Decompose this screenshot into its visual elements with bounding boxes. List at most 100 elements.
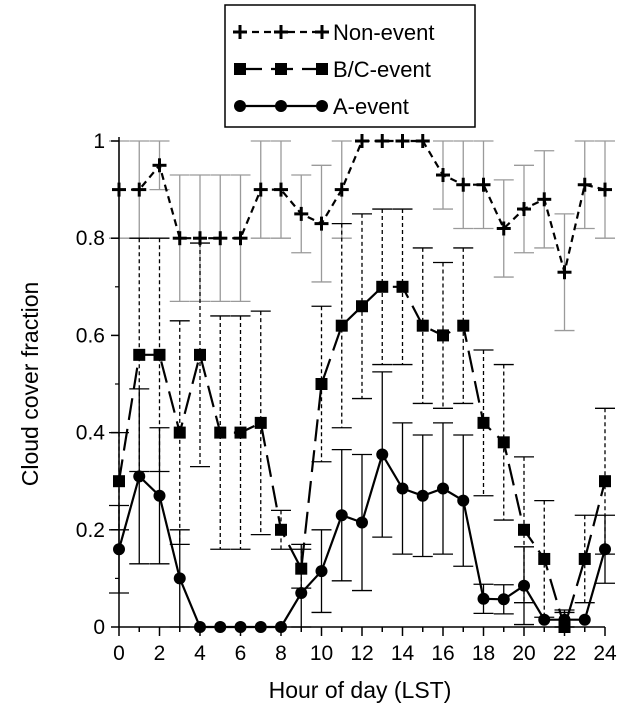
legend-b-c-event-label: B/C-event [333, 57, 431, 82]
b-c-event-point-15 [416, 319, 429, 332]
non-event-point-1 [132, 182, 147, 197]
legend-a-event-marker-0 [234, 100, 246, 112]
non-event-point-9 [294, 206, 309, 221]
b-c-event-point-24 [599, 475, 611, 488]
non-event-point-6 [233, 231, 248, 246]
b-c-event-point-2 [153, 348, 166, 361]
x-tick-label-2: 4 [194, 642, 206, 665]
x-tick-label-4: 8 [275, 642, 287, 665]
a-event-point-24 [599, 543, 611, 556]
b-c-event-point-9 [295, 562, 308, 575]
b-c-event-point-13 [376, 280, 389, 293]
b-c-event-point-12 [356, 300, 368, 313]
a-event-point-2 [153, 489, 166, 502]
b-c-event-point-16 [437, 329, 449, 342]
b-c-event-point-3 [173, 426, 186, 439]
b-c-event-point-18 [477, 416, 490, 429]
a-event-point-19 [497, 593, 510, 606]
a-event-point-23 [578, 613, 591, 626]
non-event-point-10 [314, 216, 329, 231]
x-tick-label-9: 18 [472, 642, 495, 665]
non-event-point-23 [577, 177, 592, 192]
non-event-point-22 [557, 265, 572, 280]
b-c-event-point-21 [538, 552, 551, 565]
legend: Non-event B/C-event A-event [224, 4, 476, 128]
non-event-point-15 [415, 134, 430, 148]
b-c-event-point-8 [275, 523, 287, 536]
a-event-point-1 [133, 470, 146, 483]
legend-a-event-marker-1 [275, 100, 287, 112]
legend-non-event-marker-0 [233, 25, 247, 39]
legend-non-event-marker-2 [315, 25, 329, 39]
legend-b-c-event-marker-0 [234, 63, 246, 75]
non-event-point-17 [456, 177, 471, 192]
legend-b-c-event-marker-1 [275, 63, 287, 75]
a-event-point-22 [558, 613, 571, 626]
y-axis-title: Cloud cover fraction [17, 282, 43, 487]
b-c-event-error-bar-11 [331, 222, 352, 429]
non-event-point-4 [193, 231, 207, 246]
x-tick-label-12: 24 [593, 642, 617, 665]
b-c-event-error-bar-6 [230, 315, 251, 550]
y-tick-label-4: 0.8 [76, 227, 105, 250]
a-event-point-15 [416, 489, 429, 502]
x-tick-label-11: 22 [553, 642, 576, 665]
a-event-point-11 [335, 509, 348, 522]
non-event-point-20 [517, 202, 531, 217]
legend-a-event-label: A-event [333, 94, 409, 119]
y-tick-label-0: 0 [93, 616, 105, 639]
legend-non-event-label: Non-event [333, 20, 435, 45]
b-c-event-error-bar-8 [271, 509, 291, 550]
non-event-point-12 [355, 134, 369, 148]
x-axis-title: Hour of day (LST) [269, 677, 452, 703]
non-event-point-5 [213, 231, 228, 246]
y-tick-label-3: 0.6 [76, 324, 105, 347]
non-event-point-24 [598, 182, 612, 197]
a-event-point-9 [295, 586, 308, 599]
markers-layer [112, 134, 612, 633]
legend-a-event-marker-2 [316, 100, 328, 112]
b-c-event-point-4 [194, 348, 206, 361]
a-event-point-21 [538, 613, 551, 626]
legend-b-c-event-marker-2 [316, 63, 328, 75]
b-c-event-point-20 [518, 523, 530, 536]
x-tick-label-1: 2 [154, 642, 166, 665]
a-event-point-12 [356, 516, 368, 529]
a-event-point-16 [437, 482, 449, 495]
b-c-event-point-6 [234, 426, 247, 439]
y-tick-label-5: 1 [93, 130, 105, 153]
a-event-point-18 [477, 592, 490, 605]
b-c-event-error-bar-5 [210, 315, 231, 550]
non-event-point-13 [375, 134, 390, 148]
non-event-point-19 [496, 221, 511, 236]
non-event-point-11 [334, 182, 349, 197]
non-event-point-3 [172, 231, 187, 246]
a-event-point-13 [376, 448, 389, 461]
non-event-point-2 [152, 158, 167, 173]
x-tick-label-3: 6 [235, 642, 247, 665]
non-event-point-21 [537, 192, 552, 207]
non-event-point-8 [274, 182, 288, 197]
x-tick-label-5: 10 [310, 642, 333, 665]
b-c-event-point-7 [254, 416, 267, 429]
x-tick-label-7: 14 [391, 642, 415, 665]
b-c-event-point-10 [315, 378, 328, 390]
non-event-point-16 [436, 168, 450, 183]
b-c-event-point-14 [396, 280, 409, 293]
x-tick-label-6: 12 [350, 642, 373, 665]
axes-layer: 00.20.40.60.810 2 4 6 8 10 12 14 16 18 20 22 24 [76, 130, 617, 665]
non-event-point-7 [253, 182, 268, 197]
y-tick-label-2: 0.4 [76, 422, 106, 445]
b-c-event-point-11 [335, 319, 348, 332]
non-event-point-14 [395, 134, 410, 148]
b-c-event-error-bar-7 [250, 310, 271, 536]
a-event-point-10 [315, 565, 328, 578]
non-event-point-18 [476, 177, 491, 192]
x-tick-label-0: 0 [113, 642, 125, 665]
a-event-point-17 [457, 494, 470, 507]
a-event-point-20 [518, 579, 530, 592]
y-tick-label-1: 0.2 [76, 519, 105, 542]
a-event-point-14 [396, 482, 409, 495]
b-c-event-point-17 [457, 319, 470, 332]
